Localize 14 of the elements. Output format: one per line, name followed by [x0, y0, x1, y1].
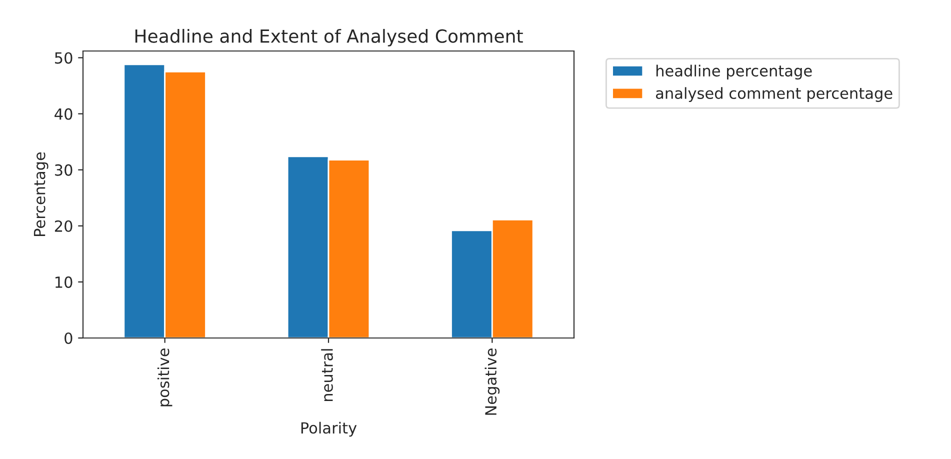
y-tick-label: 30 [55, 164, 72, 176]
legend-label: analysed comment percentage [656, 87, 892, 102]
x-tick-label: neutral [321, 349, 333, 401]
x-tick-label: positive [157, 348, 172, 406]
legend-label: headline percentage [656, 64, 812, 80]
x-axis-title: Polarity [301, 422, 357, 437]
x-tick-label: Negative [484, 348, 500, 415]
y-tick-label: 10 [56, 276, 72, 288]
y-tick-label: 20 [54, 220, 72, 232]
y-tick-label: 40 [54, 108, 72, 120]
y-axis-title: Percentage [34, 152, 48, 236]
y-tick-label: 50 [55, 52, 72, 64]
chart-title: Headline and Extent of Analysed Comment [135, 28, 523, 46]
y-tick-label: 0 [64, 332, 72, 344]
